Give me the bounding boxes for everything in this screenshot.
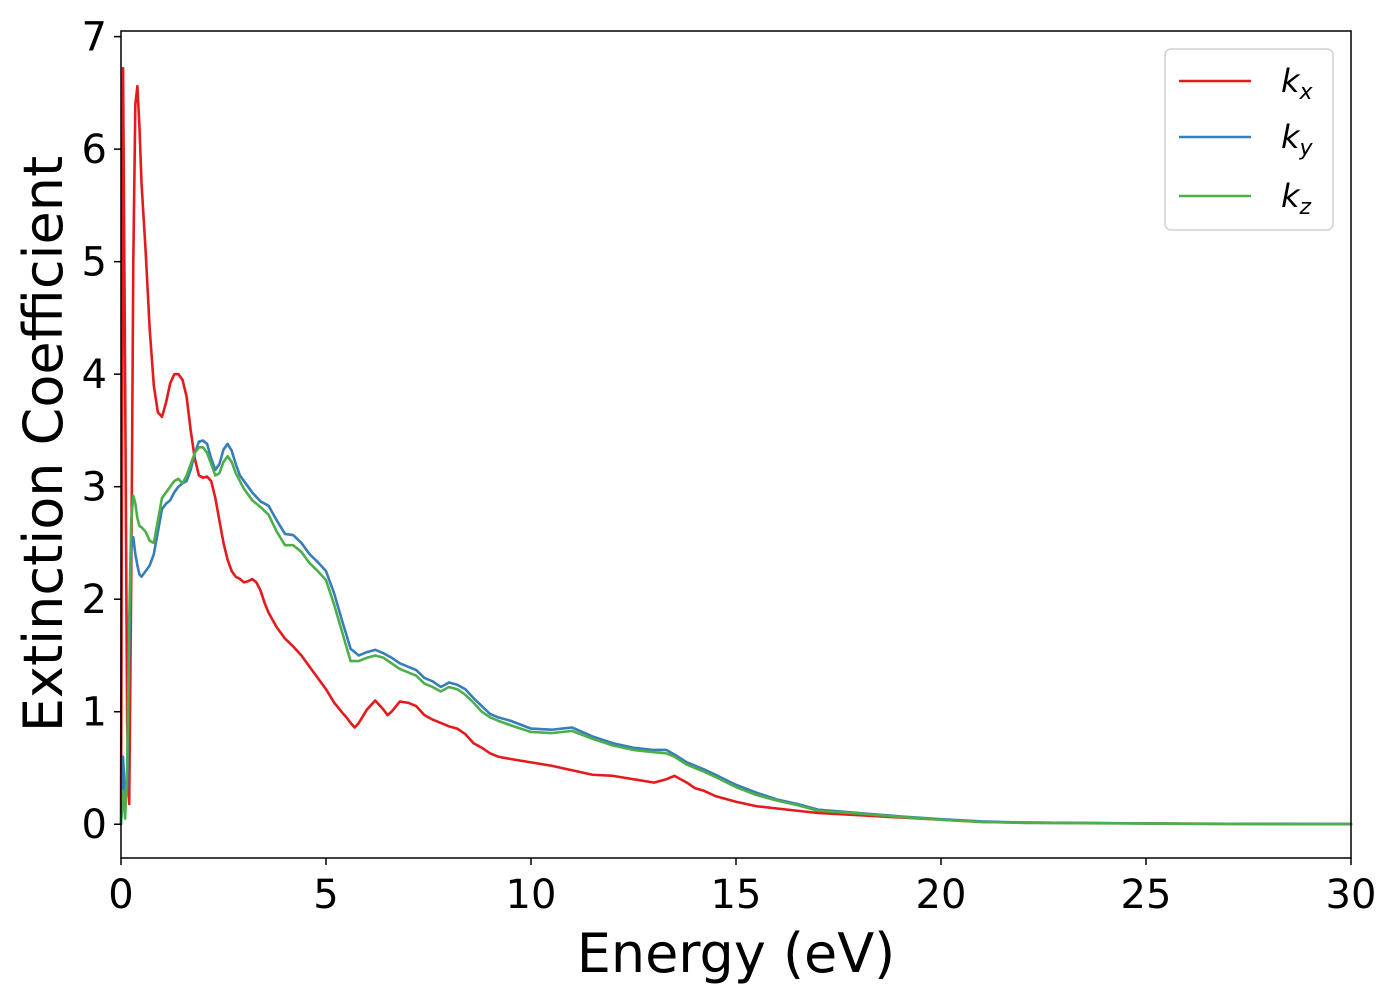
x-axis-ticks: 0 5 10 15 20 25 30 [108, 858, 1376, 918]
y-tick-label: 1 [82, 690, 107, 736]
y-tick-label: 5 [82, 240, 107, 286]
x-tick-label: 25 [1121, 872, 1172, 918]
legend-items: kx ky kz [1179, 62, 1314, 220]
x-tick-label: 10 [506, 872, 557, 918]
x-tick-label: 0 [108, 872, 133, 918]
y-tick-label: 4 [82, 352, 107, 398]
y-tick-label: 3 [82, 465, 107, 511]
plot-background [121, 31, 1351, 858]
legend-label-ky: ky [1281, 118, 1314, 161]
y-tick-label: 7 [82, 15, 107, 61]
series-layer [119, 66, 1353, 826]
y-tick-label: 0 [82, 802, 107, 848]
series-line-kx [119, 66, 1353, 826]
y-axis-ticks: 0 1 2 3 4 5 6 7 [82, 15, 121, 848]
legend-box [1164, 48, 1334, 231]
x-tick-label: 15 [711, 872, 762, 918]
legend: kx ky kz [1164, 48, 1334, 231]
x-tick-label: 30 [1326, 872, 1377, 918]
y-tick-label: 2 [82, 577, 107, 623]
legend-label-kz: kz [1281, 177, 1312, 220]
y-axis-label: Extinction Coefficient [12, 156, 75, 732]
series-line-kz [119, 446, 1353, 826]
x-tick-label: 20 [916, 872, 967, 918]
x-tick-label: 5 [313, 872, 338, 918]
series-line-ky [119, 439, 1353, 826]
x-axis-label: Energy (eV) [577, 922, 896, 985]
legend-label-kx: kx [1281, 62, 1314, 105]
y-tick-label: 6 [82, 127, 107, 173]
